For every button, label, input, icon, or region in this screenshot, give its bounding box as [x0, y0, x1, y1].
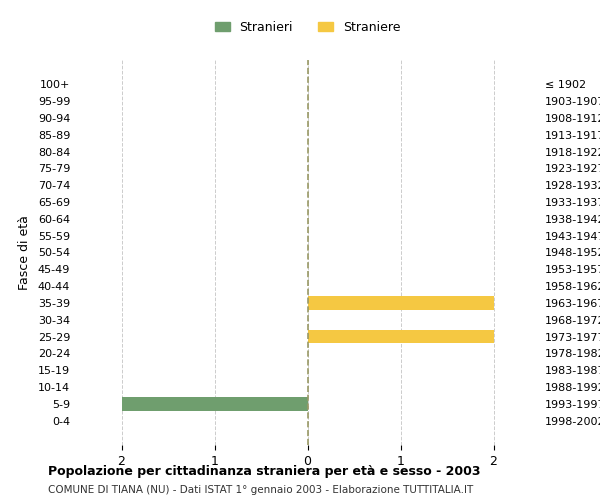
Legend: Stranieri, Straniere: Stranieri, Straniere — [209, 16, 406, 39]
Bar — [308, 296, 493, 310]
Bar — [121, 397, 308, 410]
Text: Popolazione per cittadinanza straniera per età e sesso - 2003: Popolazione per cittadinanza straniera p… — [48, 465, 481, 478]
Bar — [308, 330, 493, 344]
Text: COMUNE DI TIANA (NU) - Dati ISTAT 1° gennaio 2003 - Elaborazione TUTTITALIA.IT: COMUNE DI TIANA (NU) - Dati ISTAT 1° gen… — [48, 485, 473, 495]
Y-axis label: Fasce di età: Fasce di età — [18, 215, 31, 290]
